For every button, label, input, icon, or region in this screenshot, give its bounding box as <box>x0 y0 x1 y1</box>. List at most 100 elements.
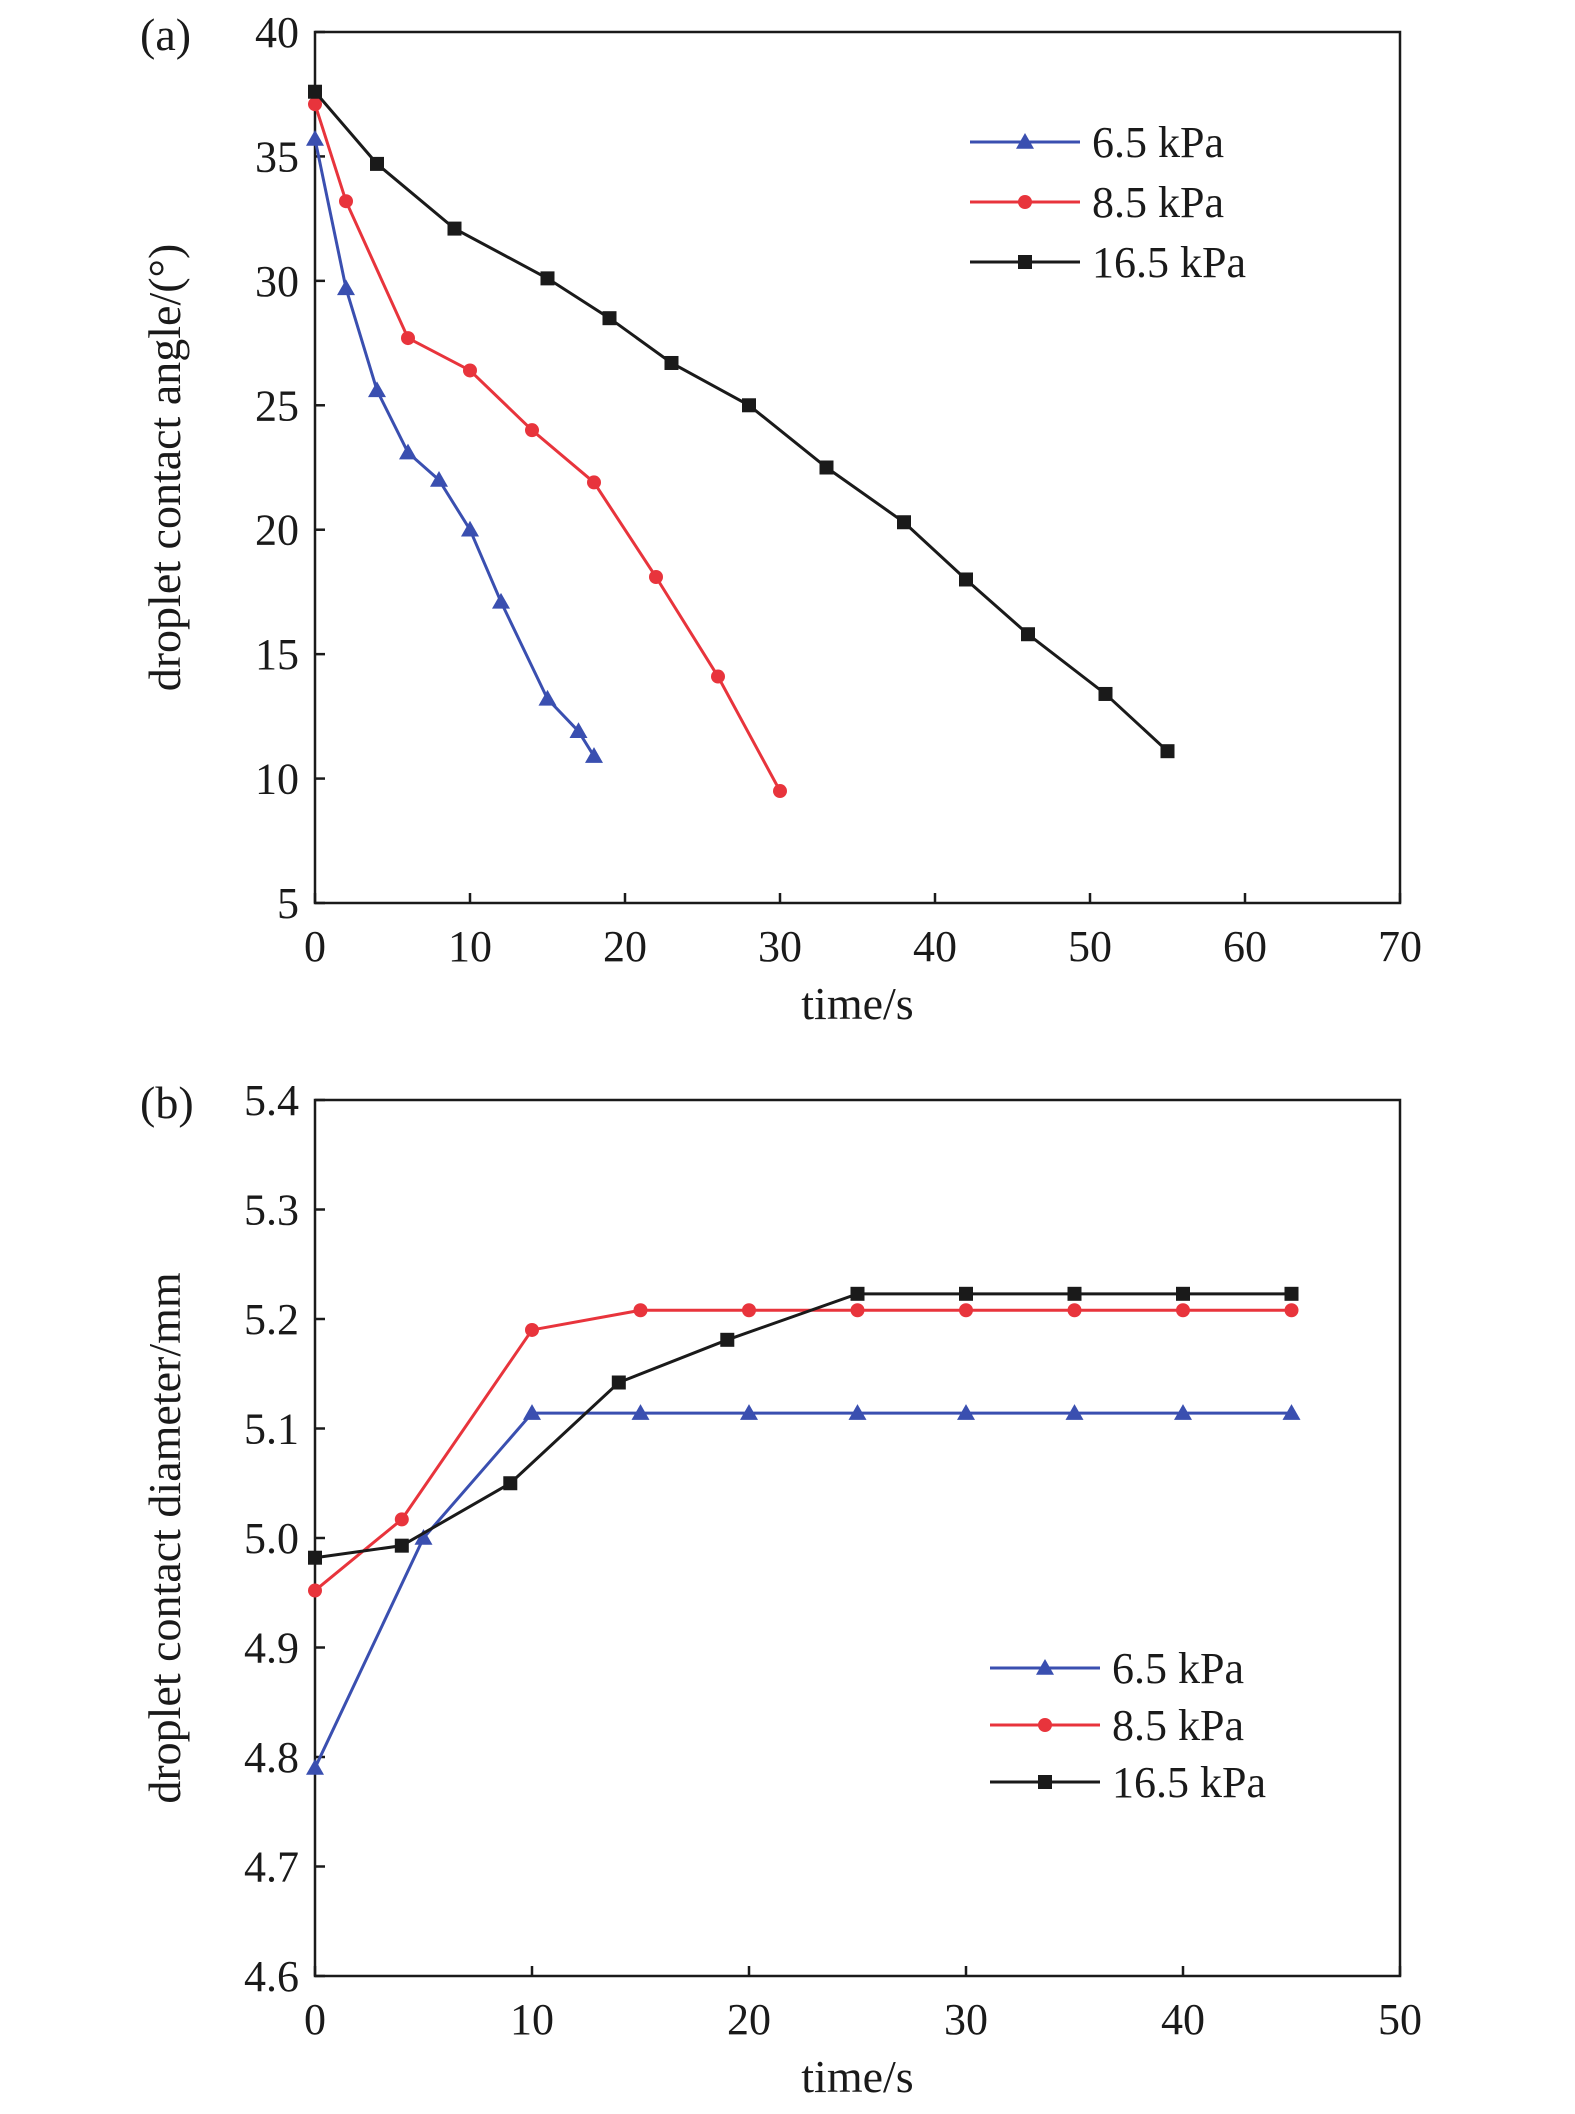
data-point <box>525 1322 539 1337</box>
data-point <box>401 331 415 346</box>
data-point <box>463 363 477 378</box>
data-point <box>523 1404 541 1420</box>
data-point <box>538 689 557 706</box>
chart-panel-a: 0 10 20 30 40 50 60 70 5 10 15 20 25 30 35 40 (a) time/s d… <box>139 8 1422 1029</box>
data-point <box>1067 1303 1082 1318</box>
legend-label: 6.5 kPa <box>1112 1644 1244 1693</box>
y-tick-label: 4.9 <box>244 1624 299 1673</box>
data-point <box>1176 1303 1190 1318</box>
data-point <box>540 271 555 286</box>
x-tick-label: 70 <box>1378 922 1422 971</box>
y-tick-label: 15 <box>255 630 299 679</box>
data-point <box>633 1303 648 1318</box>
series-8-5-kpa <box>308 1303 1299 1598</box>
data-point <box>1176 1286 1190 1301</box>
data-point <box>447 221 462 236</box>
data-point <box>631 1404 650 1420</box>
y-tick-label: 5.1 <box>244 1405 299 1454</box>
data-point <box>585 747 603 763</box>
y-tick-label: 5.3 <box>244 1186 299 1235</box>
data-point <box>339 194 353 209</box>
y-tick-label: 5.2 <box>244 1295 299 1344</box>
data-point <box>1174 1404 1192 1420</box>
y-tick-label: 5 <box>277 879 299 928</box>
legend-item: 16.5 kPa <box>990 1758 1266 1807</box>
data-point <box>850 1303 865 1318</box>
series-6-5-kpa <box>306 130 603 763</box>
legend-label: 6.5 kPa <box>1092 118 1224 167</box>
data-point <box>773 784 787 799</box>
legend-label: 16.5 kPa <box>1112 1758 1266 1807</box>
series-8-5-kpa <box>308 97 787 799</box>
data-point <box>850 1286 865 1301</box>
data-point <box>897 515 911 530</box>
plot-frame <box>313 30 1402 905</box>
data-point <box>959 1303 973 1318</box>
legend-label: 16.5 kPa <box>1092 238 1246 287</box>
data-point <box>649 569 663 584</box>
legend-item: 16.5 kPa <box>970 238 1246 287</box>
data-point <box>1065 1404 1084 1420</box>
x-tick-label: 40 <box>1161 1995 1205 2044</box>
x-tick-label: 50 <box>1068 922 1112 971</box>
data-point <box>461 520 479 537</box>
legend-marker <box>1018 195 1032 209</box>
legend-item: 8.5 kPa <box>970 178 1224 227</box>
x-tick-label: 10 <box>448 922 492 971</box>
y-tick-label: 20 <box>255 506 299 555</box>
data-point <box>819 460 834 475</box>
data-point <box>368 381 386 398</box>
x-tick-label: 20 <box>603 922 647 971</box>
series-line <box>313 103 782 792</box>
panel-label: (b) <box>140 1077 194 1128</box>
data-point <box>720 1332 735 1347</box>
data-point <box>1284 1286 1299 1301</box>
data-point <box>848 1404 867 1420</box>
legend-label: 8.5 kPa <box>1092 178 1224 227</box>
legend-marker <box>1018 255 1032 269</box>
data-point <box>370 156 384 171</box>
panel-label: (a) <box>140 9 191 60</box>
data-point <box>1098 686 1113 701</box>
data-point <box>308 97 322 112</box>
data-point <box>1282 1404 1301 1420</box>
series-line <box>313 1411 1292 1769</box>
data-point <box>525 423 539 438</box>
series-6-5-kpa <box>306 1404 1301 1775</box>
y-tick-label: 5.4 <box>244 1076 299 1125</box>
data-point <box>611 1375 626 1390</box>
plot-frame <box>313 1098 1402 1978</box>
data-point <box>414 1529 433 1545</box>
x-tick-label: 40 <box>913 922 957 971</box>
series-line <box>313 90 1169 753</box>
data-point <box>711 669 725 684</box>
series-16-5-kpa <box>308 1286 1299 1565</box>
x-tick-label: 0 <box>304 922 326 971</box>
y-tick-label: 4.7 <box>244 1843 299 1892</box>
data-point <box>602 311 617 326</box>
data-point <box>430 470 448 487</box>
data-point <box>1067 1286 1082 1301</box>
data-point <box>503 1476 518 1491</box>
series-line <box>314 1292 1292 1560</box>
legend-marker <box>1036 1659 1054 1675</box>
data-point <box>306 1758 324 1775</box>
x-axis-title: time/s <box>801 978 913 1029</box>
data-point <box>399 443 417 460</box>
legend-item: 6.5 kPa <box>970 118 1224 167</box>
y-axis-title: droplet contact diameter/mm <box>139 1272 190 1804</box>
y-tick-label: 25 <box>255 381 299 430</box>
legend-item: 8.5 kPa <box>990 1701 1244 1750</box>
y-tick-label: 30 <box>255 257 299 306</box>
x-tick-label: 30 <box>758 922 802 971</box>
x-tick-label: 60 <box>1223 922 1267 971</box>
data-point <box>959 572 973 587</box>
y-tick-label: 4.6 <box>244 1952 299 2001</box>
data-point <box>569 722 588 739</box>
data-point <box>740 1404 758 1420</box>
x-tick-label: 10 <box>510 1995 554 2044</box>
legend-item: 6.5 kPa <box>990 1644 1244 1693</box>
data-point <box>306 130 324 146</box>
data-point <box>1021 627 1035 642</box>
